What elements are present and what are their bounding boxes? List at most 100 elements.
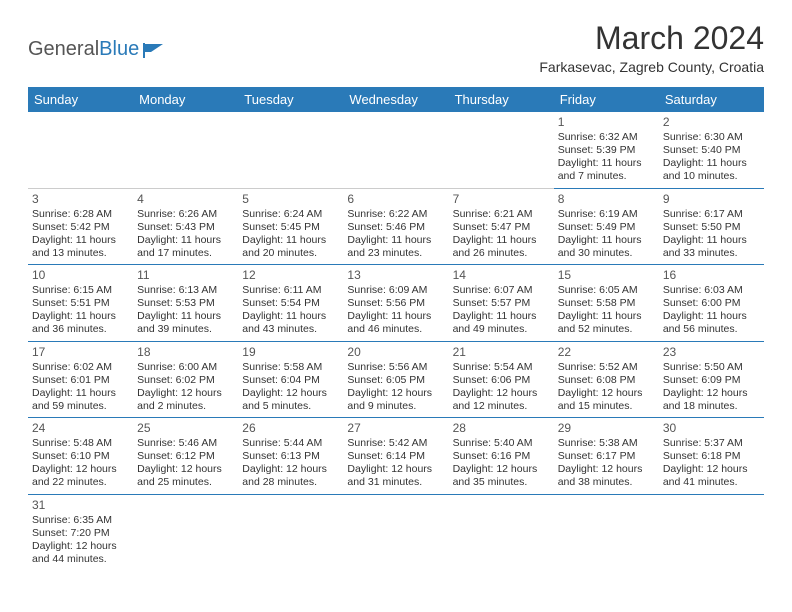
sunset: Sunset: 5:39 PM (558, 144, 655, 157)
day-number: 12 (242, 268, 339, 283)
sunset: Sunset: 5:56 PM (347, 297, 444, 310)
calendar-cell: 15Sunrise: 6:05 AMSunset: 5:58 PMDayligh… (554, 265, 659, 342)
sunset: Sunset: 5:51 PM (32, 297, 129, 310)
daylight-line1: Daylight: 11 hours (663, 234, 760, 247)
daylight-line2: and 28 minutes. (242, 476, 339, 489)
col-thursday: Thursday (449, 87, 554, 112)
calendar-cell (554, 494, 659, 570)
day-number: 10 (32, 268, 129, 283)
calendar-cell: 27Sunrise: 5:42 AMSunset: 6:14 PMDayligh… (343, 418, 448, 495)
day-number: 13 (347, 268, 444, 283)
daylight-line1: Daylight: 12 hours (32, 540, 129, 553)
sunrise: Sunrise: 6:22 AM (347, 208, 444, 221)
daylight-line2: and 41 minutes. (663, 476, 760, 489)
sunset: Sunset: 5:58 PM (558, 297, 655, 310)
day-number: 19 (242, 345, 339, 360)
calendar-cell: 7Sunrise: 6:21 AMSunset: 5:47 PMDaylight… (449, 188, 554, 265)
calendar-cell: 29Sunrise: 5:38 AMSunset: 6:17 PMDayligh… (554, 418, 659, 495)
sunrise: Sunrise: 6:35 AM (32, 514, 129, 527)
calendar-table: Sunday Monday Tuesday Wednesday Thursday… (28, 87, 764, 570)
sunset: Sunset: 6:16 PM (453, 450, 550, 463)
calendar-row: 24Sunrise: 5:48 AMSunset: 6:10 PMDayligh… (28, 418, 764, 495)
calendar-cell: 4Sunrise: 6:26 AMSunset: 5:43 PMDaylight… (133, 188, 238, 265)
sunrise: Sunrise: 5:37 AM (663, 437, 760, 450)
daylight-line1: Daylight: 12 hours (453, 387, 550, 400)
calendar-cell: 22Sunrise: 5:52 AMSunset: 6:08 PMDayligh… (554, 341, 659, 418)
calendar-cell: 31Sunrise: 6:35 AMSunset: 7:20 PMDayligh… (28, 494, 133, 570)
calendar-cell: 17Sunrise: 6:02 AMSunset: 6:01 PMDayligh… (28, 341, 133, 418)
sunset: Sunset: 5:42 PM (32, 221, 129, 234)
daylight-line2: and 43 minutes. (242, 323, 339, 336)
daylight-line1: Daylight: 11 hours (347, 310, 444, 323)
col-monday: Monday (133, 87, 238, 112)
sunrise: Sunrise: 5:58 AM (242, 361, 339, 374)
daylight-line1: Daylight: 11 hours (453, 234, 550, 247)
daylight-line1: Daylight: 12 hours (558, 463, 655, 476)
day-number: 22 (558, 345, 655, 360)
daylight-line1: Daylight: 11 hours (663, 157, 760, 170)
sunset: Sunset: 5:54 PM (242, 297, 339, 310)
calendar-cell: 28Sunrise: 5:40 AMSunset: 6:16 PMDayligh… (449, 418, 554, 495)
sunset: Sunset: 5:50 PM (663, 221, 760, 234)
calendar-row: 17Sunrise: 6:02 AMSunset: 6:01 PMDayligh… (28, 341, 764, 418)
day-number: 31 (32, 498, 129, 513)
calendar-cell: 13Sunrise: 6:09 AMSunset: 5:56 PMDayligh… (343, 265, 448, 342)
calendar-cell: 23Sunrise: 5:50 AMSunset: 6:09 PMDayligh… (659, 341, 764, 418)
day-number: 18 (137, 345, 234, 360)
day-number: 15 (558, 268, 655, 283)
daylight-line1: Daylight: 11 hours (242, 234, 339, 247)
daylight-line2: and 46 minutes. (347, 323, 444, 336)
sunset: Sunset: 5:53 PM (137, 297, 234, 310)
sunset: Sunset: 6:12 PM (137, 450, 234, 463)
daylight-line1: Daylight: 11 hours (558, 234, 655, 247)
daylight-line1: Daylight: 11 hours (453, 310, 550, 323)
calendar-cell (449, 494, 554, 570)
daylight-line1: Daylight: 11 hours (558, 157, 655, 170)
calendar-cell: 6Sunrise: 6:22 AMSunset: 5:46 PMDaylight… (343, 188, 448, 265)
sunset: Sunset: 6:04 PM (242, 374, 339, 387)
sunrise: Sunrise: 6:09 AM (347, 284, 444, 297)
sunrise: Sunrise: 6:15 AM (32, 284, 129, 297)
day-number: 26 (242, 421, 339, 436)
sunset: Sunset: 6:02 PM (137, 374, 234, 387)
sunset: Sunset: 5:57 PM (453, 297, 550, 310)
day-number: 30 (663, 421, 760, 436)
sunset: Sunset: 7:20 PM (32, 527, 129, 540)
sunrise: Sunrise: 6:11 AM (242, 284, 339, 297)
sunrise: Sunrise: 6:13 AM (137, 284, 234, 297)
day-number: 28 (453, 421, 550, 436)
sunrise: Sunrise: 6:32 AM (558, 131, 655, 144)
daylight-line1: Daylight: 11 hours (32, 234, 129, 247)
calendar-cell (343, 494, 448, 570)
daylight-line2: and 15 minutes. (558, 400, 655, 413)
daylight-line1: Daylight: 12 hours (663, 463, 760, 476)
daylight-line1: Daylight: 11 hours (558, 310, 655, 323)
daylight-line1: Daylight: 11 hours (242, 310, 339, 323)
sunset: Sunset: 5:46 PM (347, 221, 444, 234)
logo-text-a: General (28, 38, 99, 60)
day-number: 11 (137, 268, 234, 283)
daylight-line2: and 33 minutes. (663, 247, 760, 260)
calendar-row: 10Sunrise: 6:15 AMSunset: 5:51 PMDayligh… (28, 265, 764, 342)
daylight-line1: Daylight: 12 hours (347, 387, 444, 400)
calendar-cell: 18Sunrise: 6:00 AMSunset: 6:02 PMDayligh… (133, 341, 238, 418)
sunrise: Sunrise: 5:52 AM (558, 361, 655, 374)
col-wednesday: Wednesday (343, 87, 448, 112)
daylight-line1: Daylight: 11 hours (32, 387, 129, 400)
day-number: 7 (453, 192, 550, 207)
col-sunday: Sunday (28, 87, 133, 112)
daylight-line2: and 22 minutes. (32, 476, 129, 489)
sunrise: Sunrise: 5:46 AM (137, 437, 234, 450)
day-number: 2 (663, 115, 760, 130)
calendar-cell: 9Sunrise: 6:17 AMSunset: 5:50 PMDaylight… (659, 188, 764, 265)
sunset: Sunset: 6:17 PM (558, 450, 655, 463)
daylight-line1: Daylight: 11 hours (347, 234, 444, 247)
sunrise: Sunrise: 5:56 AM (347, 361, 444, 374)
daylight-line1: Daylight: 11 hours (137, 234, 234, 247)
sunrise: Sunrise: 5:38 AM (558, 437, 655, 450)
daylight-line1: Daylight: 11 hours (32, 310, 129, 323)
logo-text: GeneralBlue (28, 38, 139, 61)
daylight-line1: Daylight: 12 hours (137, 463, 234, 476)
calendar-cell: 19Sunrise: 5:58 AMSunset: 6:04 PMDayligh… (238, 341, 343, 418)
day-number: 8 (558, 192, 655, 207)
